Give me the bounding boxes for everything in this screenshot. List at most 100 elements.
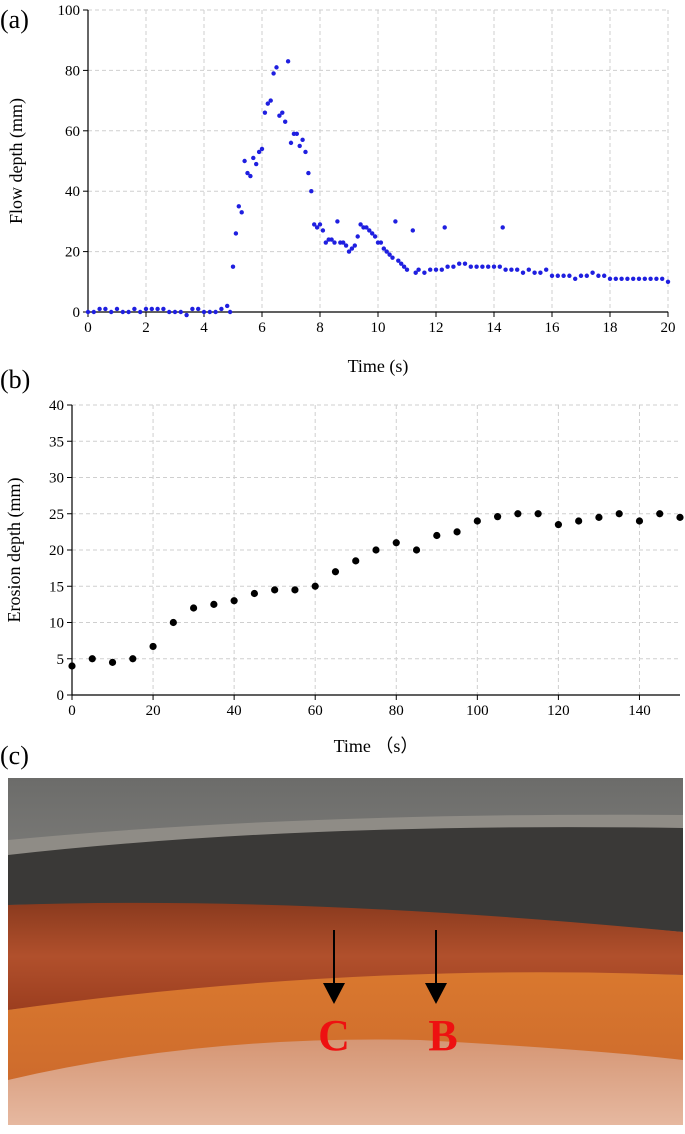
- point: [613, 276, 618, 281]
- y-axis-label: Flow depth (mm): [6, 98, 27, 224]
- point: [230, 264, 236, 269]
- point: [88, 655, 96, 663]
- point: [549, 273, 555, 278]
- point: [233, 231, 239, 236]
- x-tick-label: 0: [84, 320, 92, 336]
- point: [312, 222, 317, 227]
- point: [396, 258, 401, 263]
- point: [584, 273, 589, 278]
- y-tick-label: 25: [49, 507, 64, 523]
- point: [355, 234, 360, 239]
- point: [387, 252, 392, 257]
- point: [457, 261, 462, 266]
- point: [656, 510, 664, 518]
- point: [367, 228, 372, 233]
- point: [358, 222, 363, 227]
- photo: [8, 778, 683, 1125]
- point: [544, 267, 549, 272]
- point: [271, 586, 279, 594]
- x-axis-label: Time （s）: [334, 736, 419, 756]
- x-tick-label: 100: [466, 703, 489, 719]
- point: [280, 110, 285, 115]
- point: [573, 276, 578, 281]
- x-tick-label: 0: [68, 703, 76, 719]
- point: [515, 267, 520, 272]
- point: [285, 59, 291, 64]
- point: [642, 276, 647, 281]
- y-tick-label: 15: [49, 579, 64, 595]
- point: [433, 267, 439, 272]
- point: [85, 309, 91, 315]
- point: [555, 273, 560, 278]
- point: [416, 267, 421, 272]
- point: [486, 264, 491, 269]
- point: [300, 137, 305, 143]
- point: [169, 618, 177, 627]
- point: [332, 240, 337, 245]
- x-tick-label: 4: [200, 320, 208, 336]
- point: [190, 604, 198, 612]
- panel-label: (a): [0, 5, 29, 34]
- point: [277, 113, 282, 118]
- x-tick-label: 120: [547, 703, 570, 719]
- point: [532, 270, 537, 275]
- point: [184, 312, 189, 318]
- point: [635, 517, 644, 525]
- point: [602, 273, 607, 278]
- y-tick-label: 5: [57, 652, 65, 668]
- point: [631, 276, 636, 281]
- point: [288, 140, 294, 146]
- point: [364, 225, 369, 230]
- point: [404, 267, 410, 272]
- point: [410, 228, 415, 233]
- point: [126, 309, 131, 315]
- point: [462, 261, 468, 266]
- point: [248, 173, 253, 179]
- y-tick-label: 40: [65, 184, 80, 200]
- point: [474, 264, 479, 269]
- y-tick-label: 0: [73, 305, 81, 321]
- point: [274, 65, 279, 70]
- point: [201, 309, 207, 315]
- point: [291, 586, 299, 594]
- point: [607, 276, 613, 281]
- point: [219, 306, 224, 312]
- point: [372, 546, 380, 554]
- point: [526, 267, 531, 272]
- point: [155, 306, 160, 312]
- point: [303, 149, 308, 155]
- point: [538, 270, 543, 275]
- point: [259, 146, 265, 152]
- point: [413, 270, 418, 275]
- photo-marker: C: [318, 1011, 350, 1060]
- point: [294, 131, 299, 137]
- point: [242, 158, 247, 164]
- y-tick-label: 100: [58, 3, 81, 19]
- point: [554, 521, 563, 529]
- point: [265, 101, 270, 106]
- y-tick-label: 80: [65, 63, 80, 79]
- point: [378, 240, 384, 245]
- point: [654, 276, 659, 281]
- point: [442, 225, 447, 230]
- point: [283, 119, 288, 124]
- point: [120, 309, 126, 315]
- point: [256, 149, 262, 155]
- point: [480, 264, 485, 269]
- point: [393, 219, 398, 224]
- point: [91, 309, 97, 315]
- point: [149, 306, 154, 312]
- point: [271, 71, 276, 76]
- x-axis-label: Time (s): [348, 356, 409, 377]
- point: [335, 219, 340, 224]
- point: [494, 513, 502, 521]
- point: [497, 264, 502, 269]
- point: [428, 267, 433, 272]
- point: [225, 303, 230, 309]
- point: [306, 170, 311, 176]
- point: [520, 270, 526, 275]
- point: [346, 249, 352, 254]
- point: [178, 309, 183, 315]
- point: [210, 600, 218, 608]
- y-axis-label: Erosion depth (mm): [4, 478, 25, 623]
